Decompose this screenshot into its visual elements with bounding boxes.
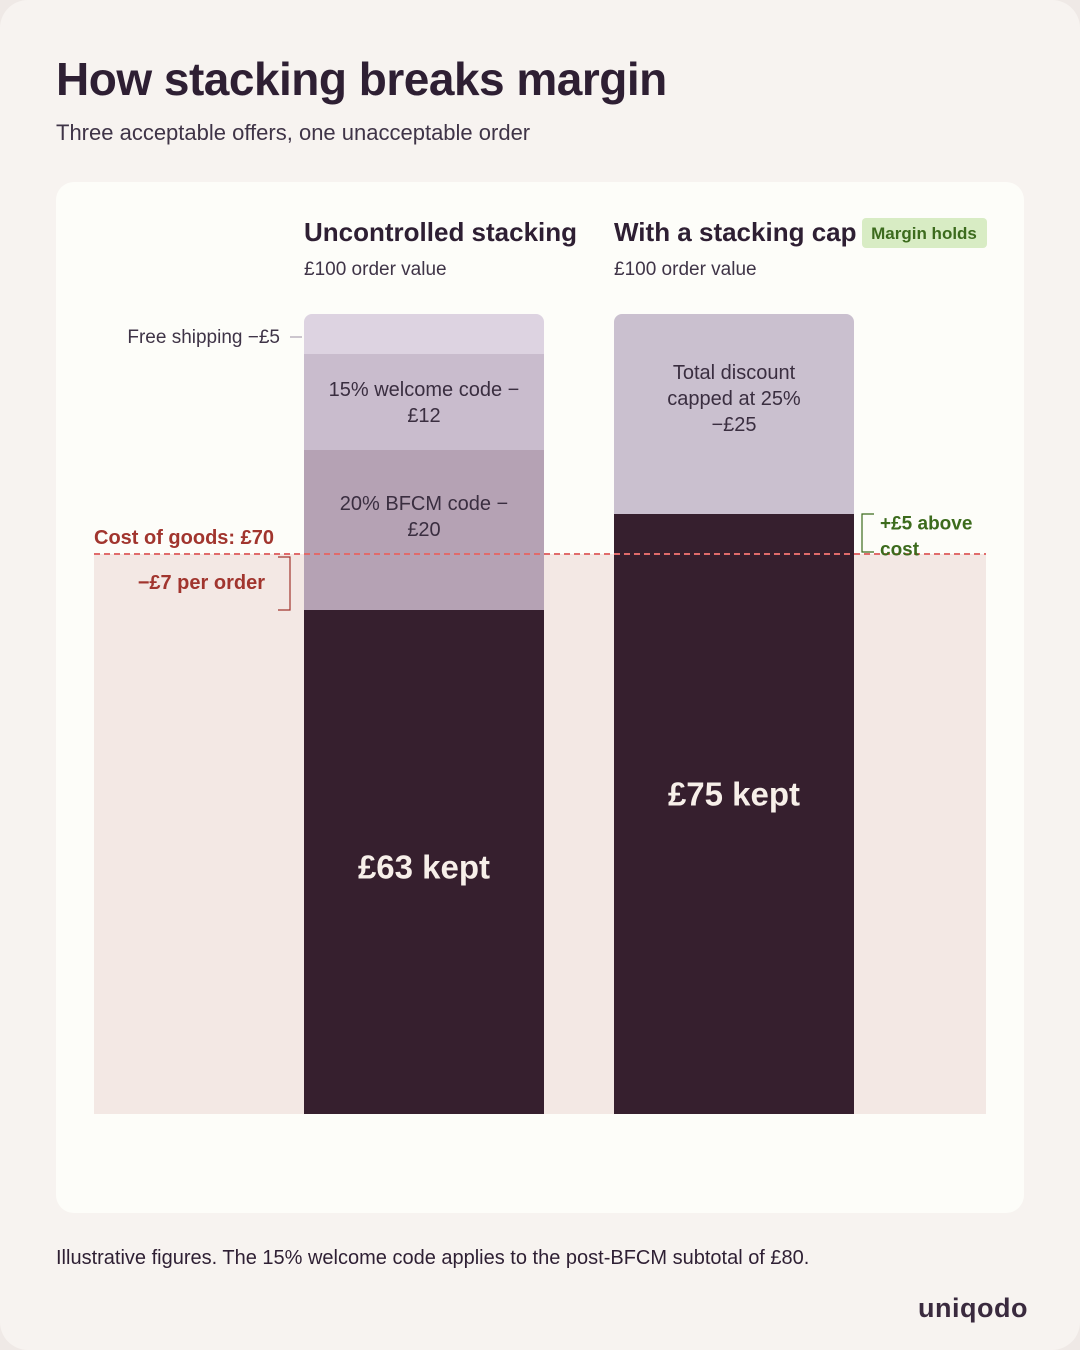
margin-holds-badge-label: Margin holds (871, 224, 977, 243)
chart-card: Uncontrolled stacking £100 order value £63… (56, 182, 1024, 1213)
column-subtitle-capped: £100 order value (614, 259, 757, 280)
page-subtitle: Three acceptable offers, one unacceptabl… (56, 120, 531, 145)
bar-segment-uncontrolled-welcome (304, 354, 544, 450)
bar-segment-capped-capped (614, 314, 854, 514)
bar-segment-uncontrolled-kept (304, 610, 544, 1114)
segment-label-uncontrolled-shipping: Free shipping −£5 (127, 327, 280, 348)
gain-bracket (861, 513, 874, 553)
cost-of-goods-label: Cost of goods: £70 (94, 527, 274, 549)
bar-segment-capped-kept (614, 514, 854, 1114)
segment-label-capped-capped: Total discount capped at 25% −£25 (667, 362, 801, 436)
segment-label-uncontrolled-kept: £63 kept (358, 849, 490, 886)
loss-per-order-label: −£7 per order (138, 572, 266, 594)
footnote: Illustrative figures. The 15% welcome co… (56, 1247, 810, 1269)
segment-label-uncontrolled-welcome: 15% welcome code − £12 (329, 379, 520, 427)
stacked-bar-chart: Uncontrolled stacking £100 order value £63… (94, 217, 987, 1114)
segment-label-uncontrolled-bfcm: 20% BFCM code − £20 (340, 493, 508, 541)
bar-segment-uncontrolled-shipping (304, 314, 544, 354)
uniqodo-logo: uniqodo (918, 1293, 1028, 1323)
column-title-capped: With a stacking cap (614, 217, 857, 247)
loss-bracket (278, 556, 291, 611)
page-title: How stacking breaks margin (56, 53, 667, 105)
above-cost-label: +£5 above cost (880, 514, 972, 561)
segment-label-capped-kept: £75 kept (668, 776, 800, 813)
column-title-uncontrolled: Uncontrolled stacking (304, 217, 577, 247)
bar-segment-uncontrolled-bfcm (304, 450, 544, 610)
margin-holds-badge (862, 218, 987, 248)
column-subtitle-uncontrolled: £100 order value (304, 259, 447, 280)
